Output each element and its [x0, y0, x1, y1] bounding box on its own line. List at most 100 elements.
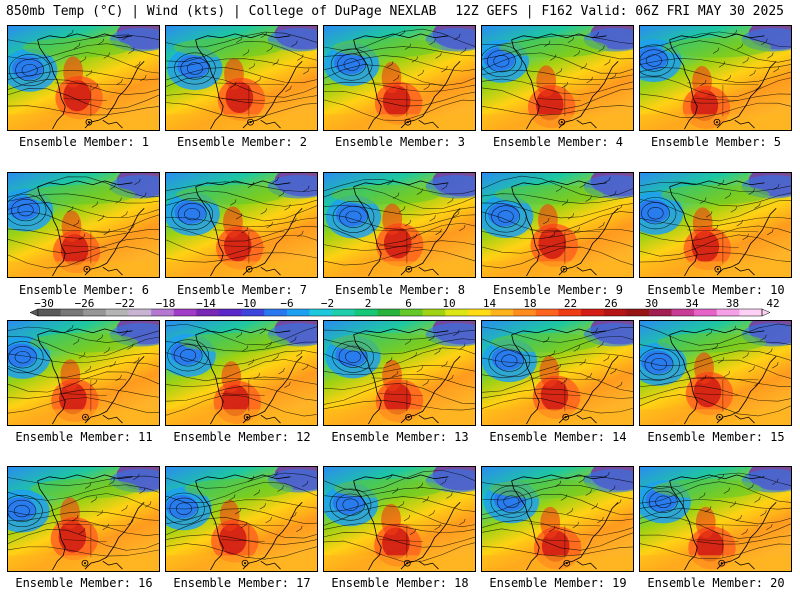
colorbar-swatch: [332, 309, 356, 316]
colorbar-swatch: [513, 309, 537, 316]
ensemble-member-map: [481, 25, 634, 131]
temperature-wind-map: [324, 467, 475, 571]
colorbar-tick-label: −22: [115, 297, 135, 310]
temperature-wind-map: [8, 321, 159, 425]
temperature-wind-map: [482, 26, 633, 130]
colorbar-swatch: [60, 309, 84, 316]
colorbar-tick-label: −6: [280, 297, 293, 310]
temperature-wind-map: [8, 467, 159, 571]
colorbar-swatch: [581, 309, 604, 316]
ensemble-member-label: Ensemble Member: 17: [173, 576, 311, 590]
ensemble-member-label: Ensemble Member: 9: [492, 283, 624, 297]
ensemble-member-map: [165, 466, 318, 572]
ensemble-member-label: Ensemble Member: 20: [647, 576, 785, 590]
ensemble-member-label: Ensemble Member: 16: [15, 576, 153, 590]
colorbar-tick-label: −10: [237, 297, 257, 310]
colorbar-swatch: [105, 309, 129, 316]
ensemble-member-label: Ensemble Member: 19: [489, 576, 627, 590]
colorbar-tick-label: −14: [196, 297, 216, 310]
colorbar-tick-label: 22: [564, 297, 577, 310]
ensemble-member-map: [165, 320, 318, 426]
temperature-wind-map: [640, 467, 791, 571]
ensemble-member-map: [481, 320, 634, 426]
colorbar-swatch: [694, 309, 718, 316]
colorbar-tick-label: 6: [405, 297, 412, 310]
colorbar-swatch: [38, 309, 61, 316]
ensemble-member-map: [639, 25, 792, 131]
colorbar-swatch: [377, 309, 401, 316]
colorbar-swatch: [196, 309, 220, 316]
colorbar-tick-label: 2: [365, 297, 372, 310]
colorbar-tick-label: 34: [685, 297, 699, 310]
ensemble-member-map: [165, 172, 318, 278]
temperature-wind-map: [640, 173, 791, 277]
colorbar-swatch: [671, 309, 695, 316]
ensemble-member-label: Ensemble Member: 8: [334, 283, 466, 297]
ensemble-member-map: [481, 172, 634, 278]
temperature-wind-map: [482, 173, 633, 277]
colorbar-swatch: [558, 309, 582, 316]
colorbar-swatch: [445, 309, 469, 316]
ensemble-member-map: [639, 172, 792, 278]
colorbar-tick-label: 26: [604, 297, 617, 310]
temperature-wind-map: [482, 321, 633, 425]
colorbar-swatch: [603, 309, 627, 316]
colorbar-swatch: [467, 309, 491, 316]
colorbar-swatch: [219, 309, 242, 316]
colorbar-swatch: [264, 309, 288, 316]
colorbar-tick-label: 42: [766, 297, 779, 310]
colorbar-tick-label: 14: [483, 297, 497, 310]
colorbar-right-arrow: [761, 308, 771, 317]
temperature-wind-map: [324, 26, 475, 130]
ensemble-member-map: [481, 466, 634, 572]
ensemble-member-map: [323, 466, 476, 572]
colorbar-swatch: [626, 309, 650, 316]
ensemble-member-map: [7, 172, 160, 278]
ensemble-member-label: Ensemble Member: 10: [647, 283, 785, 297]
ensemble-member-label: Ensemble Member: 6: [18, 283, 150, 297]
colorbar-tick-label: 30: [645, 297, 658, 310]
colorbar-left-arrow: [29, 308, 39, 317]
colorbar-swatch: [83, 309, 107, 316]
ensemble-member-map: [7, 25, 160, 131]
colorbar-swatch: [241, 309, 265, 316]
colorbar-tick-label: 18: [523, 297, 536, 310]
temperature-colorbar: −30 −26 −22 −18 −14 −10 −6 −2 2 6 10 14 18 22 26 30 34 38…: [0, 297, 800, 319]
ensemble-member-label: Ensemble Member: 3: [334, 135, 466, 149]
ensemble-member-label: Ensemble Member: 7: [176, 283, 308, 297]
temperature-wind-map: [324, 173, 475, 277]
ensemble-member-label: Ensemble Member: 12: [173, 430, 311, 444]
temperature-wind-map: [640, 26, 791, 130]
ensemble-member-label: Ensemble Member: 1: [18, 135, 150, 149]
ensemble-member-label: Ensemble Member: 18: [331, 576, 469, 590]
colorbar-tick-label: 38: [726, 297, 739, 310]
ensemble-member-label: Ensemble Member: 14: [489, 430, 627, 444]
temperature-wind-map: [482, 467, 633, 571]
run-valid-time: 12Z GEFS | F162 Valid: 06Z FRI MAY 30 20…: [455, 4, 784, 19]
colorbar-swatch: [400, 309, 423, 316]
colorbar-swatch: [422, 309, 446, 316]
temperature-wind-map: [8, 26, 159, 130]
ensemble-member-map: [639, 320, 792, 426]
colorbar-swatch: [490, 309, 514, 316]
colorbar-tick-label: 10: [442, 297, 455, 310]
ensemble-member-map: [323, 172, 476, 278]
map-title: 850mb Temp (°C) | Wind (kts) | College o…: [6, 4, 437, 19]
temperature-wind-map: [166, 26, 317, 130]
colorbar-outline: [37, 308, 763, 317]
colorbar-graphic: −30 −26 −22 −18 −14 −10 −6 −2 2 6 10 14 18 22 26 30 34 38…: [29, 297, 780, 317]
colorbar-tick-label: −30: [34, 297, 54, 310]
ensemble-member-map: [323, 25, 476, 131]
temperature-wind-map: [640, 321, 791, 425]
colorbar-tick-label: −2: [321, 297, 334, 310]
colorbar-swatch: [739, 309, 763, 316]
ensemble-member-map: [165, 25, 318, 131]
colorbar-swatch: [535, 309, 559, 316]
colorbar-swatch: [648, 309, 672, 316]
colorbar-swatch: [716, 309, 740, 316]
ensemble-member-map: [639, 466, 792, 572]
colorbar-swatch: [173, 309, 197, 316]
temperature-wind-map: [166, 467, 317, 571]
ensemble-member-label: Ensemble Member: 13: [331, 430, 469, 444]
colorbar-swatch: [286, 309, 310, 316]
